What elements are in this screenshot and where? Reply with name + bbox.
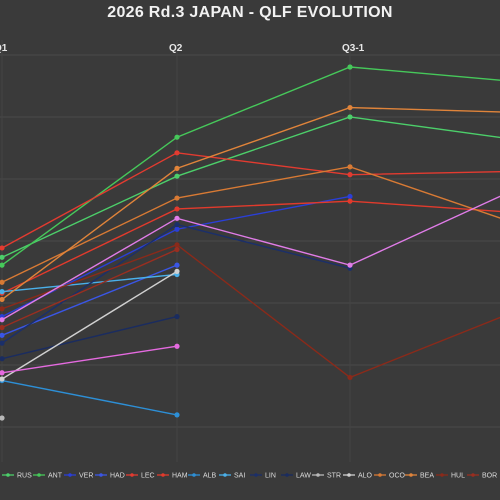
data-point-tsu — [347, 262, 353, 268]
data-point-oco — [347, 164, 353, 170]
series-line-alo — [1, 270, 178, 380]
legend-label-ant: ANT — [48, 473, 63, 480]
data-point-hul — [347, 374, 353, 381]
data-point-rus — [347, 114, 353, 120]
legend-label-had: HAD — [110, 473, 125, 480]
data-point-ham — [347, 198, 353, 204]
legend-label-oco: OCO — [389, 473, 406, 480]
legend-label-rus: RUS — [17, 473, 32, 480]
legend-label-ham: HAM — [172, 473, 188, 480]
data-point-col — [174, 343, 180, 349]
data-point-lec — [0, 245, 5, 251]
legend-marker-alb — [192, 473, 196, 477]
data-point-lin — [174, 221, 180, 228]
legend-label-bea: BEA — [420, 473, 434, 480]
data-point-ant — [347, 64, 353, 70]
legend-marker-rus — [6, 473, 10, 477]
series-line-lec — [1, 152, 500, 249]
data-point-bor — [0, 324, 5, 331]
legend-label-str: STR — [327, 473, 341, 480]
data-point-ant — [174, 134, 180, 140]
data-point-ham — [174, 206, 180, 212]
data-point-bor — [174, 246, 180, 253]
data-point-tsu — [0, 317, 5, 323]
data-point-hul — [174, 242, 180, 248]
data-point-str — [0, 415, 5, 421]
legend-marker-alo — [347, 473, 351, 477]
legend-marker-ver — [68, 473, 72, 477]
legend-marker-oco — [378, 473, 382, 477]
series-line-ant — [1, 66, 500, 266]
series-line-law — [1, 315, 178, 360]
legend-label-lec: LEC — [141, 473, 155, 480]
legend-marker-ham — [161, 473, 165, 477]
series-line-tsu — [1, 195, 500, 321]
legend-label-alo: ALO — [358, 473, 373, 480]
data-point-rus — [0, 254, 5, 260]
data-point-sai — [0, 289, 5, 295]
data-point-law — [174, 314, 180, 320]
session-label-q3-1: Q3-1 — [342, 43, 365, 54]
legend-marker-hul — [440, 473, 444, 477]
legend-marker-str — [316, 473, 320, 477]
legend-marker-bor — [471, 473, 475, 477]
data-point-bea — [0, 296, 5, 303]
session-label-q1: Q1 — [0, 43, 8, 54]
data-point-lec — [347, 172, 353, 178]
data-point-oco — [0, 279, 5, 285]
legend-marker-had — [99, 473, 103, 477]
legend-marker-lin — [254, 473, 258, 477]
data-point-lec — [174, 150, 180, 156]
series-line-lin — [1, 223, 351, 344]
series-line-ham — [1, 200, 500, 294]
data-point-ver — [347, 193, 353, 200]
legend-marker-ant — [37, 473, 41, 477]
data-point-ver — [174, 226, 180, 232]
data-point-alo — [174, 268, 180, 274]
series-line-rus — [1, 116, 500, 258]
legend-label-alb: ALB — [203, 473, 217, 480]
series-line-hul — [1, 244, 500, 379]
data-point-tsu — [174, 215, 180, 221]
legend-marker-lec — [130, 473, 134, 477]
series-line-bea — [1, 106, 500, 301]
data-point-hul — [0, 306, 5, 312]
data-point-alo — [0, 376, 5, 382]
data-point-oco — [174, 195, 180, 201]
data-point-law — [0, 356, 5, 362]
legend-label-lin: LIN — [265, 473, 276, 480]
series-line-oco — [1, 166, 500, 283]
data-point-ant — [0, 262, 5, 268]
chart-title: 2026 Rd.3 JAPAN - QLF EVOLUTION — [107, 4, 393, 21]
data-point-alb — [174, 412, 180, 418]
data-point-rus — [174, 173, 180, 179]
legend-marker-sai — [223, 473, 227, 477]
legend-label-hul: HUL — [451, 473, 465, 480]
legend-marker-bea — [409, 473, 413, 477]
series-line-col — [1, 345, 178, 374]
session-label-q2: Q2 — [169, 43, 183, 54]
data-point-bea — [174, 165, 180, 171]
data-point-col — [0, 370, 5, 376]
data-point-bea — [347, 104, 353, 111]
data-point-had — [0, 332, 5, 338]
series-line-alb — [1, 379, 178, 416]
legend-label-bor: BOR — [482, 473, 497, 480]
data-point-lin — [0, 340, 5, 346]
legend-label-ver: VER — [79, 473, 93, 480]
series-line-bor — [1, 248, 178, 329]
legend-marker-law — [285, 473, 289, 477]
legend-label-law: LAW — [296, 473, 311, 480]
data-point-had — [174, 262, 180, 268]
legend-label-sai: SAI — [234, 473, 245, 480]
